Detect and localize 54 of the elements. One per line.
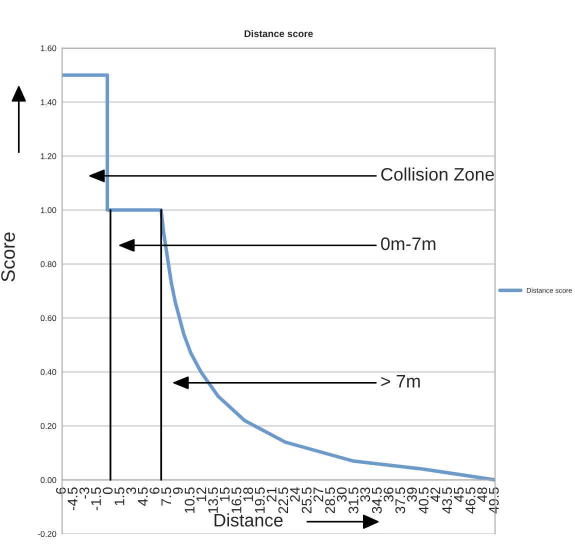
x-tick-label: 22.5 bbox=[278, 487, 288, 514]
x-tick-label: 19.5 bbox=[254, 487, 265, 513]
annotation: 0m-7m bbox=[381, 237, 436, 250]
x-tick-label: 30 bbox=[336, 487, 347, 502]
x-tick-label: -1.5 bbox=[91, 487, 101, 510]
x-tick-label: 16.5 bbox=[232, 487, 242, 513]
x-tick-label: 6 bbox=[150, 487, 160, 494]
x-tick-label: 21 bbox=[266, 488, 276, 502]
x-tick-label: 46.5 bbox=[466, 487, 476, 514]
x-tick-label: 4.5 bbox=[138, 487, 148, 506]
x-axis-title: Distance bbox=[214, 513, 283, 527]
x-tick-label: 48 bbox=[477, 487, 488, 502]
chart-title: Distance score bbox=[244, 30, 313, 38]
x-tick-label: 3 bbox=[126, 487, 136, 494]
x-tick-label: 18 bbox=[243, 487, 254, 502]
x-tick-label: 42 bbox=[430, 488, 440, 502]
line-series bbox=[62, 73, 496, 482]
x-tick-label: 9 bbox=[173, 488, 183, 494]
x-tick-label: 33 bbox=[360, 487, 370, 502]
x-tick-label: 37.5 bbox=[395, 487, 406, 514]
x-tick-label: 28.5 bbox=[325, 487, 335, 514]
y-tick-label: -0.20 bbox=[38, 531, 56, 537]
y-tick-label: 0.20 bbox=[40, 423, 56, 430]
x-tick-label: -3 bbox=[79, 487, 90, 499]
x-tick-label: 12 bbox=[196, 488, 206, 502]
x-tick-label: 0 bbox=[102, 487, 113, 494]
annotation: > 7m bbox=[381, 375, 420, 388]
x-tick-label: 10.5 bbox=[184, 487, 195, 513]
x-tick-label: 49.5 bbox=[488, 487, 499, 514]
x-tick-label: 15 bbox=[220, 487, 230, 502]
y-axis-title: Score bbox=[1, 232, 15, 282]
x-tick-label: 34.5 bbox=[372, 487, 382, 514]
y-tick-label: 1.20 bbox=[40, 153, 56, 160]
y-tick-label: 0.60 bbox=[40, 315, 56, 322]
x-tick-label: 24 bbox=[290, 487, 300, 502]
y-tick-label: 1.00 bbox=[40, 207, 56, 214]
annotation: Collision Zone bbox=[381, 167, 494, 181]
x-tick-label: 1.5 bbox=[114, 487, 124, 506]
x-tick-label: 7.5 bbox=[161, 487, 172, 506]
x-tick-label: -4.5 bbox=[68, 487, 78, 510]
x-tick-label: 27 bbox=[313, 488, 324, 502]
y-tick-label: 1.40 bbox=[40, 99, 56, 106]
y-tick-label: 0.40 bbox=[40, 369, 56, 376]
y-tick-label: 0.00 bbox=[40, 477, 56, 484]
x-tick-label: 25.5 bbox=[302, 487, 312, 514]
y-tick-label: 1.60 bbox=[40, 45, 56, 52]
x-tick-label: 13.5 bbox=[208, 487, 218, 513]
x-tick-label: 45 bbox=[454, 487, 464, 502]
y-tick-label: 0.80 bbox=[40, 261, 56, 268]
x-tick-label: 43.5 bbox=[442, 487, 452, 514]
x-tick-label: 31.5 bbox=[348, 487, 358, 514]
x-tick-label: 36 bbox=[384, 487, 394, 502]
x-tick-label: 39 bbox=[407, 488, 417, 502]
x-tick-label: 40.5 bbox=[418, 487, 429, 514]
